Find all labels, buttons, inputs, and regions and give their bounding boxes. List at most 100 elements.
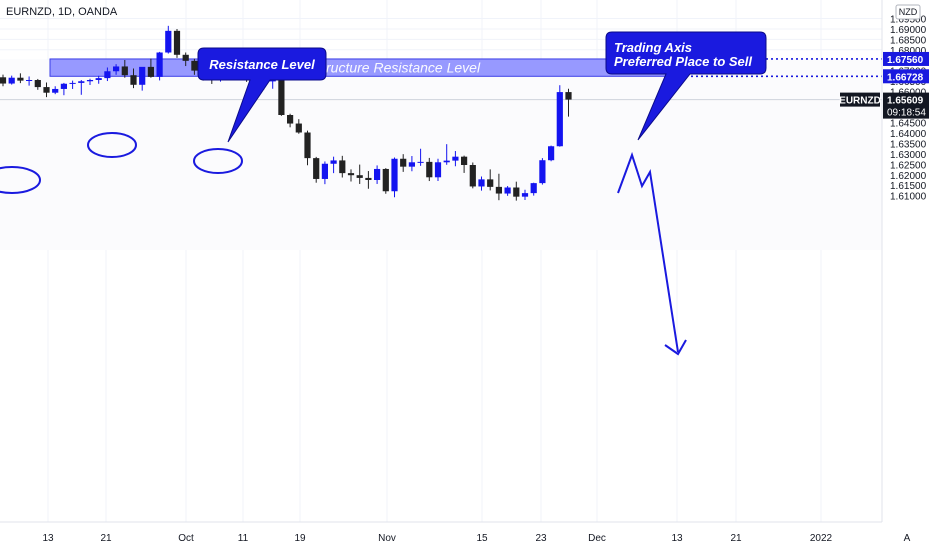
candle[interactable] (8, 75, 15, 85)
nzd-badge-icon[interactable]: NZD (895, 4, 921, 20)
candle[interactable] (295, 119, 302, 134)
candle[interactable] (461, 155, 468, 173)
candle-body (95, 78, 102, 80)
candle[interactable] (60, 82, 67, 96)
candle[interactable] (330, 156, 337, 174)
candle[interactable] (495, 173, 502, 201)
y-tick-label: 1.62000 (890, 171, 927, 182)
candle[interactable] (17, 73, 24, 84)
symbol-tag-label: EURNZD (839, 96, 881, 107)
symbol-title: EURNZD, 1D, OANDA (6, 6, 118, 18)
candle[interactable] (139, 66, 146, 91)
candle[interactable] (69, 80, 76, 89)
nzd-badge-label: NZD (899, 7, 918, 17)
x-tick-label: 15 (476, 533, 488, 544)
candle[interactable] (0, 74, 7, 87)
candle[interactable] (556, 85, 563, 147)
candle[interactable] (86, 78, 94, 85)
candle[interactable] (121, 60, 128, 78)
countdown-label: 09:18:54 (887, 108, 926, 119)
candle[interactable] (191, 58, 198, 75)
price-axis[interactable] (882, 0, 932, 550)
candle[interactable] (443, 144, 450, 165)
candle[interactable] (400, 154, 407, 172)
y-tick-label: 1.61000 (890, 192, 927, 203)
candle[interactable] (452, 151, 459, 167)
candle[interactable] (278, 79, 285, 116)
level-tag-box (883, 69, 929, 84)
candle[interactable] (165, 25, 172, 54)
candle[interactable] (365, 171, 372, 189)
candle-body (34, 80, 41, 88)
candle[interactable] (408, 156, 415, 172)
touch-ellipse (87, 132, 137, 158)
candle[interactable] (104, 67, 111, 82)
candle[interactable] (434, 158, 442, 182)
candle[interactable] (287, 113, 294, 128)
candle[interactable] (130, 68, 137, 89)
y-tick-label: 1.61500 (890, 181, 927, 192)
auto-scale-icon[interactable]: A (904, 533, 911, 544)
level-tag: 1.66728 (883, 69, 929, 84)
candle-body (8, 77, 15, 84)
candle[interactable] (182, 52, 189, 67)
candle-body (487, 179, 494, 187)
candle[interactable] (513, 181, 520, 201)
candle[interactable] (26, 76, 33, 86)
candle[interactable] (426, 157, 433, 182)
candle[interactable] (304, 130, 311, 166)
candle-body (365, 177, 372, 180)
price-tag-label: 1.65609 (887, 96, 924, 107)
candle-body (113, 66, 120, 72)
candle[interactable] (478, 176, 485, 191)
candle[interactable] (521, 189, 529, 200)
candle[interactable] (269, 79, 276, 89)
candle[interactable] (313, 156, 320, 183)
callout-bubble (197, 47, 327, 143)
candle[interactable] (469, 162, 476, 189)
candle-body (43, 87, 50, 93)
candle[interactable] (530, 182, 537, 196)
candle[interactable] (339, 155, 346, 178)
candle[interactable] (113, 64, 120, 75)
candle[interactable] (504, 186, 511, 196)
candle-body (391, 158, 398, 192)
candle-body (313, 158, 320, 179)
candle[interactable] (34, 78, 41, 90)
candle[interactable] (487, 169, 494, 191)
candle[interactable] (43, 82, 50, 98)
candle-body (548, 146, 555, 161)
x-tick-label: 21 (100, 533, 112, 544)
x-tick-label: 13 (42, 533, 54, 544)
level-tag: 1.67560 (883, 51, 929, 66)
candle[interactable] (565, 88, 572, 117)
candle[interactable] (321, 161, 328, 185)
candle[interactable] (417, 148, 424, 166)
candle[interactable] (173, 28, 181, 58)
candle-body (78, 81, 85, 83)
candle[interactable] (52, 86, 59, 95)
candle[interactable] (156, 51, 163, 81)
candle[interactable] (356, 164, 363, 184)
candle-body (374, 168, 381, 180)
y-tick-label: 1.63500 (890, 140, 927, 151)
candle-body (26, 80, 33, 81)
y-tick-label: 1.62500 (890, 160, 927, 171)
candle-body (17, 77, 24, 81)
candle[interactable] (347, 169, 355, 182)
candle[interactable] (95, 75, 102, 84)
candle[interactable] (147, 58, 154, 78)
x-tick-label: 11 (238, 533, 249, 544)
x-tick-label: 19 (294, 533, 306, 544)
callout-resistance-text: Resistance Level (209, 57, 315, 72)
candle[interactable] (382, 168, 389, 194)
candle[interactable] (548, 145, 555, 162)
candle[interactable] (78, 80, 85, 95)
candle-body (417, 161, 424, 163)
candle[interactable] (539, 158, 546, 185)
candle[interactable] (374, 165, 381, 184)
candle[interactable] (391, 157, 398, 198)
candle-body (139, 66, 146, 85)
